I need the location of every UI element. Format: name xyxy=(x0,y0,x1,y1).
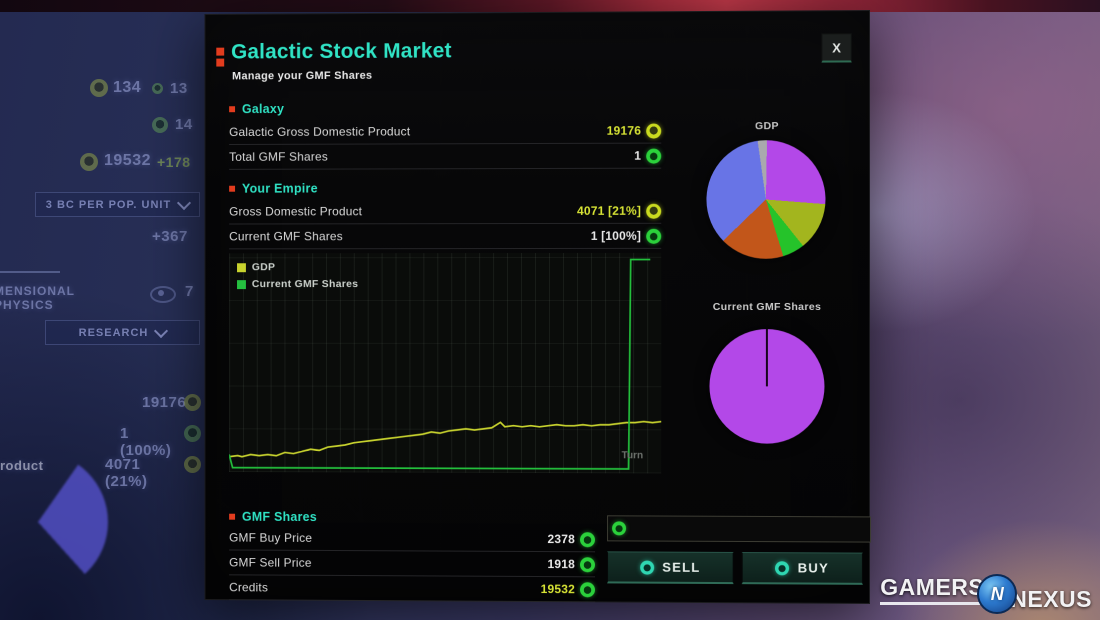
bullet-icon xyxy=(229,185,236,192)
money-bag-icon xyxy=(775,560,790,575)
chevron-down-icon xyxy=(177,195,192,210)
background-glow-strip xyxy=(0,0,1100,12)
hud-credits-delta: +178 xyxy=(157,154,191,170)
money-bag-icon xyxy=(580,556,596,572)
chart-legend: GDP Current GMF Shares xyxy=(237,261,358,295)
gamersnexus-watermark: GAMERS N NEXUS xyxy=(880,574,1092,614)
page-subtitle: Manage your GMF Shares xyxy=(232,69,373,83)
money-bag-icon xyxy=(580,531,596,547)
hud-mirror-gdp: 19176 xyxy=(142,394,187,411)
gdp-pie-title: GDP xyxy=(754,120,779,133)
gdp-coin-icon xyxy=(646,123,662,139)
row-value: 19532 xyxy=(540,582,576,597)
row-label: Current GMF Shares xyxy=(229,229,343,244)
pop-unit-dropdown-label: 3 BC PER POP. UNIT xyxy=(45,198,172,211)
row-value: 1 xyxy=(634,148,642,163)
sell-button[interactable]: SELL xyxy=(607,551,734,585)
watermark-gamers-text: GAMERS xyxy=(880,574,985,605)
table-row: Gross Domestic Product 4071 [21%] xyxy=(229,198,662,225)
row-value: 19176 xyxy=(606,123,642,138)
row-label: Galactic Gross Domestic Product xyxy=(229,124,411,140)
row-value: 4071 [21%] xyxy=(576,203,642,218)
window-title-icon xyxy=(216,48,224,67)
shares-pie-title: Current GMF Shares xyxy=(712,300,822,314)
table-row: Current GMF Shares 1 [100%] xyxy=(229,223,662,250)
money-bag-icon xyxy=(612,521,627,536)
hud-mirror-empire-gdp: 4071 (21%) xyxy=(105,456,148,490)
hud-income-delta: +367 xyxy=(152,228,188,245)
row-value: 1918 xyxy=(547,557,576,572)
research-dropdown[interactable]: RESEARCH xyxy=(45,320,200,345)
bullet-icon xyxy=(229,106,236,113)
row-label: Gross Domestic Product xyxy=(229,204,363,219)
close-icon: X xyxy=(832,39,841,55)
research-item-label: MENSIONAL PHYSICS xyxy=(0,284,75,312)
bullet-icon xyxy=(229,513,236,520)
row-label: GMF Sell Price xyxy=(229,555,312,570)
section-label: Your Empire xyxy=(241,181,318,196)
pop-unit-dropdown[interactable]: 3 BC PER POP. UNIT xyxy=(35,192,200,217)
legend-item-gdp: GDP xyxy=(237,261,358,273)
table-row: Total GMF Shares 1 xyxy=(229,143,662,170)
close-button[interactable]: X xyxy=(821,33,852,63)
section-header-market: GMF Shares xyxy=(229,510,317,524)
hud-divider xyxy=(0,271,60,273)
hud-credits-value: 19532 xyxy=(104,152,151,169)
pie-pointer-line xyxy=(765,329,768,387)
shares-swatch-icon xyxy=(237,279,246,289)
row-label: GMF Buy Price xyxy=(229,530,313,545)
row-label: Total GMF Shares xyxy=(229,149,328,164)
buy-button[interactable]: BUY xyxy=(741,552,863,585)
trade-amount-input[interactable] xyxy=(631,520,866,538)
hud-mirror-shares: 1 (100%) xyxy=(120,425,172,459)
gamersnexus-logo-icon: N xyxy=(977,574,1018,614)
section-header-empire: Your Empire xyxy=(229,182,318,196)
legend-label: Current GMF Shares xyxy=(251,278,359,291)
page-title: Galactic Stock Market xyxy=(231,39,452,64)
gdp-coin-icon xyxy=(646,203,662,219)
section-header-galaxy: Galaxy xyxy=(229,102,284,116)
hud-stat-value: 134 xyxy=(113,79,142,96)
stat-coin-icon xyxy=(90,79,108,97)
chevron-down-icon xyxy=(154,323,169,338)
shares-pie-chart xyxy=(709,329,825,444)
row-value: 2378 xyxy=(547,532,576,547)
research-dropdown-label: RESEARCH xyxy=(78,326,149,339)
money-bag-icon xyxy=(646,148,662,164)
table-row: GMF Sell Price 1918 xyxy=(229,550,596,578)
row-value: 1 [100%] xyxy=(590,228,642,243)
gdp-coin-icon xyxy=(184,456,201,473)
section-label: Galaxy xyxy=(241,102,285,117)
eye-icon xyxy=(150,286,176,303)
hud-pop-value: 14 xyxy=(175,116,193,133)
gdp-pie-chart xyxy=(706,140,826,259)
hud-stat-value2: 13 xyxy=(170,80,188,97)
galactic-stock-market-dialog: Galactic Stock Market Manage your GMF Sh… xyxy=(204,10,872,604)
table-row: GMF Buy Price 2378 xyxy=(229,525,596,553)
price-history-chart: GDP Current GMF Shares Turn xyxy=(229,252,662,474)
money-bag-icon xyxy=(184,425,201,442)
stat-mini-icon xyxy=(152,83,163,94)
table-row: Credits 19532 xyxy=(229,575,596,603)
background-pie-wedge xyxy=(0,452,108,592)
sell-button-label: SELL xyxy=(662,559,701,575)
legend-label: GDP xyxy=(251,261,276,274)
buy-button-label: BUY xyxy=(797,560,830,576)
population-icon xyxy=(152,117,168,133)
trade-amount-field-wrap xyxy=(607,515,872,543)
money-bag-icon xyxy=(646,228,662,244)
bc-currency-icon xyxy=(80,153,98,171)
legend-item-shares: Current GMF Shares xyxy=(237,278,358,290)
gdp-swatch-icon xyxy=(237,262,246,272)
gdp-coin-icon xyxy=(184,394,201,411)
x-axis-label: Turn xyxy=(621,450,644,462)
money-bag-icon xyxy=(640,560,655,575)
table-row: Galactic Gross Domestic Product 19176 xyxy=(229,118,662,146)
money-bag-icon xyxy=(580,581,596,597)
research-count: 7 xyxy=(185,283,194,300)
section-label: GMF Shares xyxy=(241,509,318,525)
row-label: Credits xyxy=(229,580,269,595)
watermark-nexus-text: NEXUS xyxy=(1010,586,1092,612)
